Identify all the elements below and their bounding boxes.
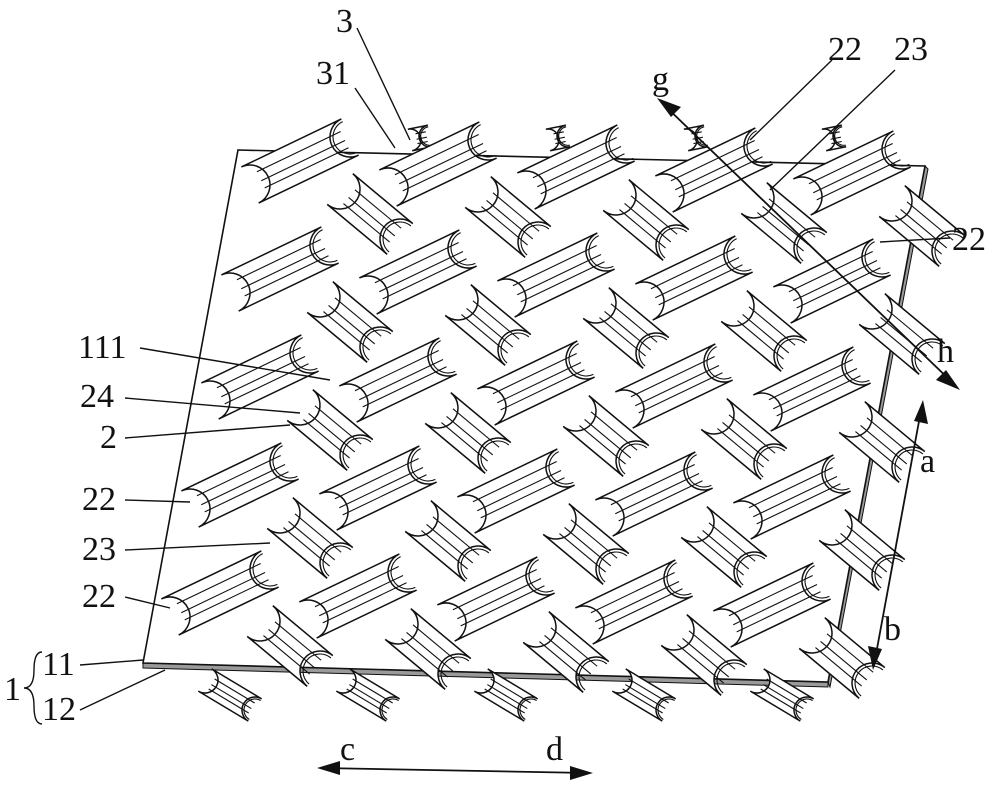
rib-23 <box>838 401 926 483</box>
rib-22 <box>713 562 831 648</box>
rib-22 <box>575 559 693 645</box>
label-11: 11 <box>42 646 75 683</box>
top-edge-rib <box>407 124 433 152</box>
rib-22 <box>319 445 437 531</box>
label-h: h <box>937 333 954 370</box>
label-31: 31 <box>316 55 350 92</box>
label-g: g <box>652 61 669 98</box>
rib-22 <box>497 232 615 318</box>
label-23-top: 23 <box>894 31 928 68</box>
underside-rib <box>473 668 539 722</box>
top-ribs <box>161 118 966 699</box>
rib-22 <box>379 121 497 207</box>
label-111: 111 <box>78 329 126 366</box>
label-22-left-2: 22 <box>82 578 116 615</box>
rib-22 <box>595 451 713 537</box>
leader-lines <box>23 27 951 725</box>
label-2: 2 <box>100 419 117 456</box>
rib-22 <box>437 556 555 642</box>
underside-ribs <box>197 124 847 722</box>
label-12: 12 <box>42 691 76 728</box>
rib-23 <box>680 506 768 588</box>
rib-22 <box>201 334 319 420</box>
rib-22 <box>733 454 851 540</box>
top-edge-rib <box>545 124 571 152</box>
rib-22 <box>359 229 477 315</box>
underside-rib <box>611 668 677 722</box>
label-22-top: 22 <box>828 31 862 68</box>
rib-22 <box>773 238 891 324</box>
rib-22 <box>221 226 339 312</box>
label-3: 3 <box>336 3 353 40</box>
label-22-left-1: 22 <box>82 481 116 518</box>
label-c: c <box>340 731 355 768</box>
underside-rib <box>335 668 401 722</box>
underside-rib <box>197 668 263 722</box>
rib-22 <box>615 343 733 429</box>
rib-22 <box>655 127 773 213</box>
rib-22 <box>753 346 871 432</box>
rib-22 <box>181 442 299 528</box>
rib-22 <box>241 118 359 204</box>
label-23-left: 23 <box>82 531 116 568</box>
rib-23 <box>286 389 374 471</box>
rib-22 <box>635 235 753 321</box>
rib-22 <box>457 448 575 534</box>
arrow-g-h <box>657 98 960 390</box>
rib-22 <box>339 337 457 423</box>
rib-22 <box>477 340 595 426</box>
underside-rib <box>749 668 815 722</box>
rib-22 <box>161 550 279 636</box>
label-a: a <box>920 443 935 480</box>
rib-23 <box>246 605 334 687</box>
rib-22 <box>299 553 417 639</box>
arrow-c-d <box>317 761 593 780</box>
arrow-a-b <box>868 400 928 670</box>
label-b: b <box>884 611 901 648</box>
top-edge-rib <box>683 124 709 152</box>
label-d: d <box>546 731 563 768</box>
label-22-right: 22 <box>952 221 986 258</box>
rib-22 <box>793 130 911 216</box>
label-1: 1 <box>4 671 21 708</box>
rib-22 <box>517 124 635 210</box>
label-24: 24 <box>80 378 114 415</box>
